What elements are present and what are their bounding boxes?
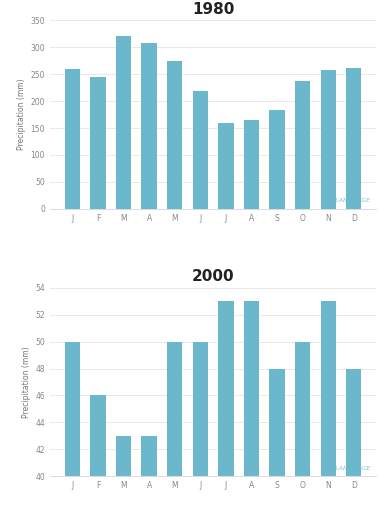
Bar	[167, 342, 182, 512]
Title: 2000: 2000	[192, 269, 235, 284]
Bar	[116, 35, 131, 209]
Bar	[193, 342, 208, 512]
Bar	[116, 436, 131, 512]
Bar	[270, 369, 285, 512]
Bar	[90, 77, 106, 209]
Bar	[193, 92, 208, 209]
Bar	[65, 342, 80, 512]
Bar	[321, 302, 336, 512]
Bar	[90, 395, 106, 512]
Bar	[141, 43, 157, 209]
Bar	[167, 61, 182, 209]
Bar	[346, 369, 361, 512]
Bar	[218, 123, 233, 209]
Bar	[244, 302, 259, 512]
Bar	[346, 68, 361, 209]
Y-axis label: Precipitation (mm): Precipitation (mm)	[22, 346, 31, 418]
Y-axis label: Precipitation (mm): Precipitation (mm)	[17, 79, 26, 151]
Bar	[65, 69, 80, 209]
Bar	[244, 120, 259, 209]
Bar	[218, 302, 233, 512]
Text: B2 LANGUAGE: B2 LANGUAGE	[324, 465, 370, 471]
Bar	[270, 110, 285, 209]
Bar	[295, 342, 310, 512]
Title: 1980: 1980	[192, 2, 234, 16]
Text: B2 LANGUAGE: B2 LANGUAGE	[324, 198, 370, 203]
Bar	[141, 436, 157, 512]
Bar	[321, 70, 336, 209]
Bar	[295, 81, 310, 209]
